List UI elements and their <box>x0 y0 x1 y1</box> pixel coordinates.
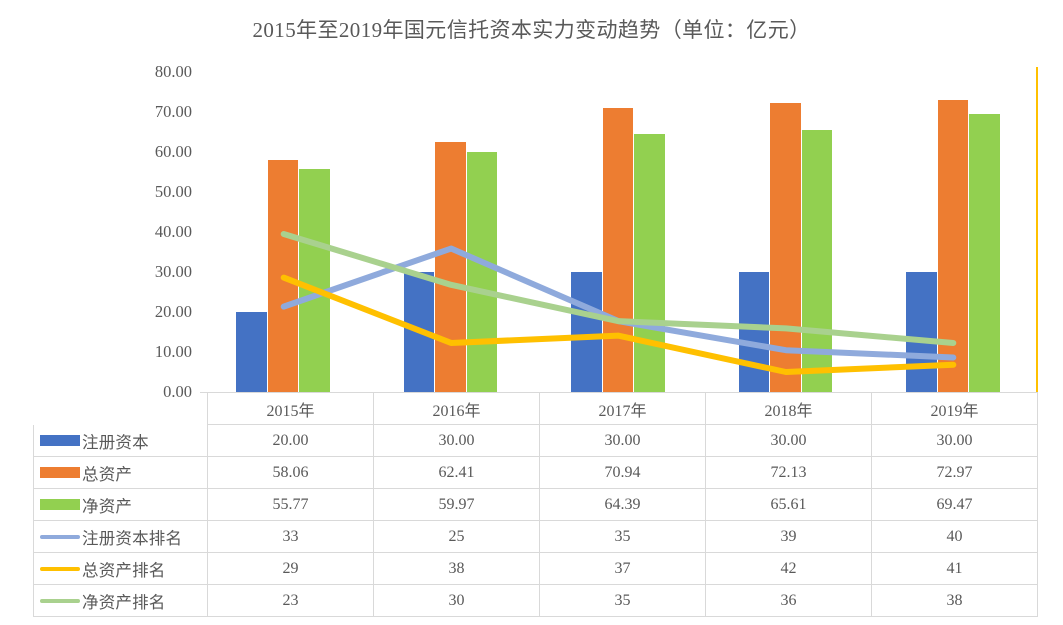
table-cell: 38 <box>871 584 1038 617</box>
series-name: 总资产 <box>82 464 133 484</box>
bar-reg <box>571 272 602 392</box>
bar-tot <box>770 103 801 392</box>
y-axis-tick: 30.00 <box>154 262 192 281</box>
series-name: 总资产排名 <box>82 560 166 580</box>
legend-bar-swatch-icon <box>40 499 80 511</box>
table-cell: 62.41 <box>373 456 540 489</box>
legend-line-swatch-icon <box>40 598 80 603</box>
y-axis-tick: 70.00 <box>154 102 192 121</box>
legend-row-5: 总资产排名 <box>33 552 208 585</box>
table-cell: 30.00 <box>871 424 1038 457</box>
legend-swatch-wrap <box>40 528 82 546</box>
table-row: 总资产 58.06 62.41 70.94 72.13 72.97 <box>33 456 1038 489</box>
table-column-header: 2015年 <box>207 392 374 425</box>
bar-net <box>466 152 498 392</box>
bar-reg <box>906 272 937 392</box>
table-cell: 35 <box>539 584 706 617</box>
table-cell: 41 <box>871 552 1038 585</box>
line-series-3 <box>280 231 957 346</box>
data-table: 2015年 2016年 2017年 2018年 2019年 注册资本 20.00 30.00 3… <box>33 392 1038 617</box>
table-cell: 37 <box>539 552 706 585</box>
y-axis-labels: 0.00 10.00 20.00 30.00 40.00 50.00 60.00 70.00 8… <box>100 60 192 404</box>
table-cell: 30.00 <box>539 424 706 457</box>
table-cell: 70.94 <box>539 456 706 489</box>
table-row: 注册资本 20.00 30.00 30.00 30.00 30.00 <box>33 424 1038 457</box>
legend-swatch-wrap <box>40 560 82 578</box>
table-cell: 72.97 <box>871 456 1038 489</box>
table-cell: 29 <box>207 552 374 585</box>
table-cell: 59.97 <box>373 488 540 521</box>
table-column-header: 2019年 <box>871 392 1038 425</box>
bar-reg <box>236 312 267 392</box>
table-cell: 25 <box>373 520 540 553</box>
table-cell: 65.61 <box>705 488 872 521</box>
table-row: 注册资本排名 33 25 35 39 40 <box>33 520 1038 553</box>
table-cell: 30.00 <box>373 424 540 457</box>
legend-line-swatch-icon <box>40 534 80 539</box>
legend-swatch-wrap <box>40 496 82 514</box>
plot-area <box>200 72 1037 392</box>
table-corner-cell <box>33 392 208 425</box>
table-cell: 42 <box>705 552 872 585</box>
table-column-header: 2016年 <box>373 392 540 425</box>
y-axis-tick: 10.00 <box>154 342 192 361</box>
bar-net <box>634 134 665 392</box>
bar-net <box>969 114 1000 392</box>
legend-swatch-wrap <box>40 432 82 450</box>
legend-row-1: 注册资本 <box>33 424 208 457</box>
table-cell: 38 <box>373 552 540 585</box>
table-cell: 30.00 <box>705 424 872 457</box>
table-cell: 23 <box>207 584 374 617</box>
table-cell: 36 <box>705 584 872 617</box>
table-cell: 58.06 <box>207 456 374 489</box>
table-row: 净资产 55.77 59.97 64.39 65.61 69.47 <box>33 488 1038 521</box>
legend-row-3: 净资产 <box>33 488 208 521</box>
table-cell: 64.39 <box>539 488 706 521</box>
table-header-row: 2015年 2016年 2017年 2018年 2019年 <box>33 392 1038 425</box>
line-series-2 <box>280 274 957 375</box>
y-axis-tick: 50.00 <box>154 182 192 201</box>
table-cell: 33 <box>207 520 374 553</box>
legend-row-2: 总资产 <box>33 456 208 489</box>
y-axis-tick: 60.00 <box>154 142 192 161</box>
lines-layer <box>280 231 957 375</box>
series-name: 净资产 <box>82 496 133 516</box>
bar-tot <box>435 142 466 392</box>
table-cell: 40 <box>871 520 1038 553</box>
table-cell: 30 <box>373 584 540 617</box>
table-cell: 20.00 <box>207 424 374 457</box>
legend-row-6: 净资产排名 <box>33 584 208 617</box>
legend-swatch-wrap <box>40 464 82 482</box>
series-name: 净资产排名 <box>82 592 166 612</box>
chart-title: 2015年至2019年国元信托资本实力变动趋势（单位：亿元） <box>252 18 811 42</box>
table-cell: 39 <box>705 520 872 553</box>
legend-row-4: 注册资本排名 <box>33 520 208 553</box>
y-axis-tick: 80.00 <box>154 62 192 81</box>
y-axis-tick: 40.00 <box>154 222 192 241</box>
bar-net <box>299 168 330 392</box>
table-cell: 55.77 <box>207 488 374 521</box>
legend-bar-swatch-icon <box>40 435 80 447</box>
table-cell: 35 <box>539 520 706 553</box>
secondary-axis-line <box>1036 67 1038 392</box>
table-column-header: 2017年 <box>539 392 706 425</box>
series-name: 注册资本排名 <box>82 528 183 548</box>
series-name: 注册资本 <box>82 432 149 452</box>
bar-tot <box>602 108 634 392</box>
legend-bar-swatch-icon <box>40 467 80 479</box>
table-column-header: 2018年 <box>705 392 872 425</box>
table-cell: 69.47 <box>871 488 1038 521</box>
table-row: 净资产排名 23 30 35 36 38 <box>33 584 1038 617</box>
legend-swatch-wrap <box>40 592 82 610</box>
bar-reg <box>738 272 770 392</box>
y-axis-tick: 20.00 <box>154 302 192 321</box>
table-row: 总资产排名 29 38 37 42 41 <box>33 552 1038 585</box>
legend-line-swatch-icon <box>40 566 80 571</box>
table-cell: 72.13 <box>705 456 872 489</box>
